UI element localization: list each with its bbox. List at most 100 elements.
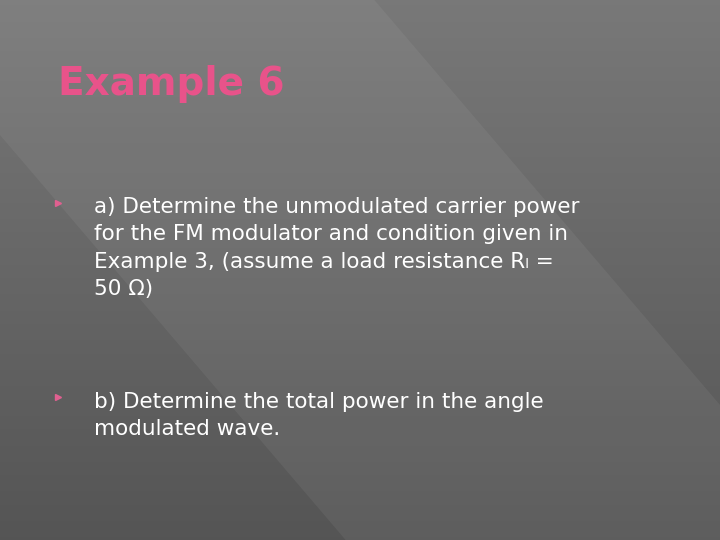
Bar [0,491,720,494]
Bar [0,308,720,310]
Text: b) Determine the total power in the angle
modulated wave.: b) Determine the total power in the angl… [94,392,543,438]
Bar [0,267,720,270]
Bar [0,213,720,216]
Text: Example 6: Example 6 [58,65,284,103]
Bar [0,11,720,14]
Bar [0,216,720,219]
Bar [0,381,720,383]
Bar [0,265,720,267]
Bar [0,135,720,138]
Bar [0,40,720,43]
Bar [0,27,720,30]
Bar [0,178,720,181]
Bar [0,410,720,413]
Bar [0,413,720,416]
Bar [0,65,720,68]
Bar [0,119,720,122]
Bar [0,440,720,443]
Bar [0,81,720,84]
Bar [0,356,720,359]
Bar [0,486,720,489]
Bar [0,14,720,16]
Bar [0,170,720,173]
Bar [0,46,720,49]
Bar [0,32,720,35]
Bar [0,429,720,432]
Bar [0,286,720,289]
Bar [0,437,720,440]
Bar [0,165,720,167]
Bar [0,467,720,470]
Bar [0,289,720,292]
Bar [0,278,720,281]
Bar [0,49,720,51]
Bar [0,297,720,300]
Bar [0,524,720,526]
Bar [0,475,720,478]
Bar [0,400,720,402]
Bar [0,340,720,343]
Bar [0,351,720,354]
Bar [0,489,720,491]
Bar [0,275,720,278]
Bar [0,208,720,211]
Bar [0,354,720,356]
Bar [0,159,720,162]
Bar [0,362,720,364]
Bar [0,113,720,116]
Bar [0,35,720,38]
Bar [0,227,720,229]
Bar [0,157,720,159]
Bar [0,418,720,421]
Bar [0,194,720,197]
Bar [0,497,720,500]
Bar [0,62,720,65]
Bar [0,167,720,170]
Bar [0,38,720,40]
Bar [0,181,720,184]
Bar [0,76,720,78]
Bar [0,451,720,454]
Bar [0,254,720,256]
Bar [0,86,720,89]
Bar [0,324,720,327]
Bar [0,494,720,497]
Bar [0,332,720,335]
Bar [0,389,720,392]
Bar [0,443,720,445]
Bar [0,510,720,513]
Bar [0,205,720,208]
Bar [0,127,720,130]
Bar [0,446,720,448]
Bar [0,262,720,265]
Bar [0,105,720,108]
Bar [0,192,720,194]
Bar [0,281,720,284]
Bar [0,518,720,521]
Bar [0,529,720,532]
Bar [0,154,720,157]
Bar [0,219,720,221]
Bar [0,526,720,529]
Bar [0,184,720,186]
Bar [0,537,720,540]
Bar [0,521,720,524]
Bar [0,173,720,176]
Bar [0,51,720,54]
Bar [0,19,720,22]
Bar [0,89,720,92]
Bar [0,470,720,472]
Bar [0,435,720,437]
Text: a) Determine the unmodulated carrier power
for the FM modulator and condition gi: a) Determine the unmodulated carrier pow… [94,197,579,299]
Bar [0,140,720,143]
Bar [0,54,720,57]
Bar [0,346,720,348]
Bar [0,0,720,3]
Bar [0,516,720,518]
Bar [0,284,720,286]
Bar [0,3,720,5]
Bar [0,273,720,275]
Bar [0,459,720,462]
Bar [0,162,720,165]
Bar [0,103,720,105]
